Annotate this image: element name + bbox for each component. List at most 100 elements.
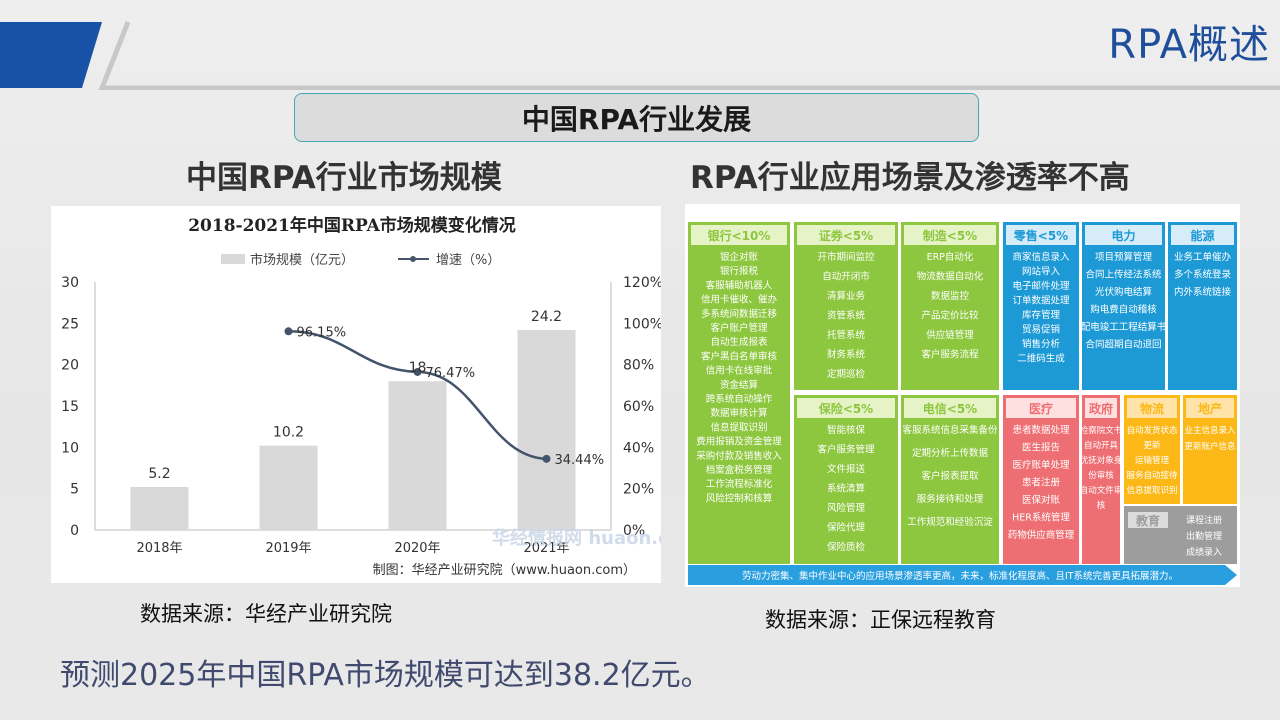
scenario-header-bg xyxy=(904,225,996,245)
y2-tick-label: 20% xyxy=(623,482,654,498)
y2-tick-label: 80% xyxy=(623,358,654,374)
scenario-item: 文件报送 xyxy=(827,463,866,475)
bar-value-label: 24.2 xyxy=(531,309,562,325)
scenario-item: 客户黑白名单审核 xyxy=(701,350,778,362)
scenario-item: 药物供应商管理 xyxy=(1008,529,1075,541)
scenario-grid-card: 银行<10% 银企对账 银行报税 客服辅助机器人 信用卡催收、催办 多系统间数据迁移 客户账… xyxy=(685,204,1240,587)
chart-watermark: 华经情报网 huaon.com xyxy=(492,527,661,549)
scenario-header: 制造<5% xyxy=(923,228,977,243)
scenario-header: 证券<5% xyxy=(819,228,873,243)
scenario-item: 银行报税 xyxy=(720,265,759,277)
scenario-item: 患者数据处理 xyxy=(1012,424,1070,436)
scenario-item: 课程注册 xyxy=(1186,514,1222,526)
scenario-block-保险 xyxy=(794,395,898,564)
x-tick-label: 2021年 xyxy=(523,541,569,556)
scenario-item: 二维码生成 xyxy=(1017,353,1065,365)
scenario-item: 智能核保 xyxy=(827,424,866,436)
header-banner xyxy=(0,21,1280,90)
bar xyxy=(388,381,447,530)
bar xyxy=(517,329,576,530)
growth-point xyxy=(284,327,293,336)
scenario-item: 项目预算管理 xyxy=(1095,251,1153,263)
x-tick-label: 2018年 xyxy=(136,541,182,556)
chart-credit: 制图：华经产业研究院（www.huaon.com） xyxy=(373,563,636,578)
header-blue-accent xyxy=(0,22,102,88)
legend-bar-swatch xyxy=(221,254,245,264)
bar xyxy=(130,487,189,530)
scenario-item: 贸易促销 xyxy=(1022,324,1061,336)
scenario-item: 合同上传经法系统 xyxy=(1085,269,1162,281)
scenario-block-电力 xyxy=(1082,222,1165,390)
scenario-item: 采购付款及销售收入 xyxy=(696,450,782,462)
growth-value-label: 34.44% xyxy=(555,453,605,468)
scenario-header-bg xyxy=(1085,398,1117,418)
scenario-item: 销售分析 xyxy=(1022,338,1061,350)
scenario-header: 电力 xyxy=(1111,228,1135,243)
scenario-item: 系统清算 xyxy=(827,483,865,495)
scenario-item: 信用卡在线审批 xyxy=(706,365,773,377)
scenario-item: 医保对账 xyxy=(1022,494,1061,506)
scenario-item: 合同超期自动退回 xyxy=(1085,339,1161,351)
scenario-item: 数据监控 xyxy=(931,290,970,302)
scenario-footer-arrow xyxy=(688,565,1237,585)
scenario-item: 医疗账单处理 xyxy=(1012,459,1070,471)
scenario-item: 保险质检 xyxy=(827,541,866,553)
left-data-source: 数据来源：华经产业研究院 xyxy=(140,602,392,626)
scenario-block-能源 xyxy=(1168,222,1237,390)
scenario-item: 供应链管理 xyxy=(926,329,974,341)
scenario-block-银行 xyxy=(688,222,790,564)
legend-bar-label: 市场规模（亿元） xyxy=(250,252,354,268)
chart-title: 2018-2021年中国RPA市场规模变化情况 xyxy=(188,215,516,236)
scenario-header-bg xyxy=(1171,225,1234,245)
scenario-block-零售 xyxy=(1003,222,1079,390)
scenario-item: 患者注册 xyxy=(1022,477,1061,489)
scenario-header-bg xyxy=(1186,398,1234,418)
scenario-item: 电子邮件处理 xyxy=(1012,280,1070,292)
scenario-header: 能源 xyxy=(1190,228,1214,243)
scenario-item: 工作规范和经验沉淀 xyxy=(907,516,993,528)
y2-tick-label: 120% xyxy=(623,275,661,291)
scenario-item: 银企对账 xyxy=(720,251,759,263)
scenario-header-bg xyxy=(797,398,895,418)
y2-tick-label: 40% xyxy=(623,440,654,456)
scenario-item: 客服辅助机器人 xyxy=(706,279,773,291)
scenario-item: 服务接待和处理 xyxy=(917,493,984,505)
scenario-item: 风险管理 xyxy=(827,502,866,514)
scenario-item: 购电费自动稽核 xyxy=(1090,304,1157,316)
scenario-item: 多系统间数据迁移 xyxy=(701,308,778,320)
x-tick-label: 2019年 xyxy=(265,541,311,556)
scenario-item: 自动开闭市 xyxy=(822,271,870,283)
scenario-item: 库存管理 xyxy=(1022,309,1061,321)
scenario-header-bg xyxy=(1127,398,1177,418)
scenario-item: 客户账户管理 xyxy=(710,322,768,334)
scenario-block-政府 xyxy=(1082,395,1120,564)
scenario-header: 保险<5% xyxy=(818,401,873,416)
scenario-item: 资管系统 xyxy=(827,310,866,322)
scenario-item: 自动发货状态更新 xyxy=(1126,425,1178,451)
scenario-header-bg xyxy=(1006,225,1076,245)
scenario-item: 客户服务流程 xyxy=(921,349,979,361)
scenario-item: 服务自动接待 xyxy=(1126,470,1178,481)
scenario-item: 出勤管理 xyxy=(1186,530,1222,542)
y2-tick-label: 60% xyxy=(623,399,654,415)
growth-value-label: 96.15% xyxy=(297,325,347,340)
scenario-header: 银行<10% xyxy=(708,228,771,243)
scenario-item: 风险控制和核算 xyxy=(706,492,773,504)
scenario-item: 自动文件审核 xyxy=(1080,485,1123,511)
scenario-header: 电信<5% xyxy=(923,401,977,416)
scenario-header: 物流 xyxy=(1140,401,1164,416)
scenario-item: 清算业务 xyxy=(827,290,866,302)
scenario-item: 客服系统信息采集备份 xyxy=(902,424,998,436)
scenario-item: 保险代理 xyxy=(827,522,866,534)
scenario-item: ERP自动化 xyxy=(927,251,974,263)
scenario-header-bg xyxy=(691,225,787,245)
scenario-item: 光伏购电结算 xyxy=(1095,286,1152,298)
bar-value-label: 18 xyxy=(409,360,427,376)
scenario-header-bg xyxy=(904,398,996,418)
growth-value-label: 76.47% xyxy=(426,366,476,381)
scenario-item: 信息提取识别 xyxy=(710,421,767,433)
scenario-item: 数据审核计算 xyxy=(710,407,767,419)
scenario-item: 信息提取识别 xyxy=(1126,485,1177,496)
scenario-header-bg xyxy=(1085,225,1162,245)
scenario-item: 成绩录入 xyxy=(1186,546,1222,558)
